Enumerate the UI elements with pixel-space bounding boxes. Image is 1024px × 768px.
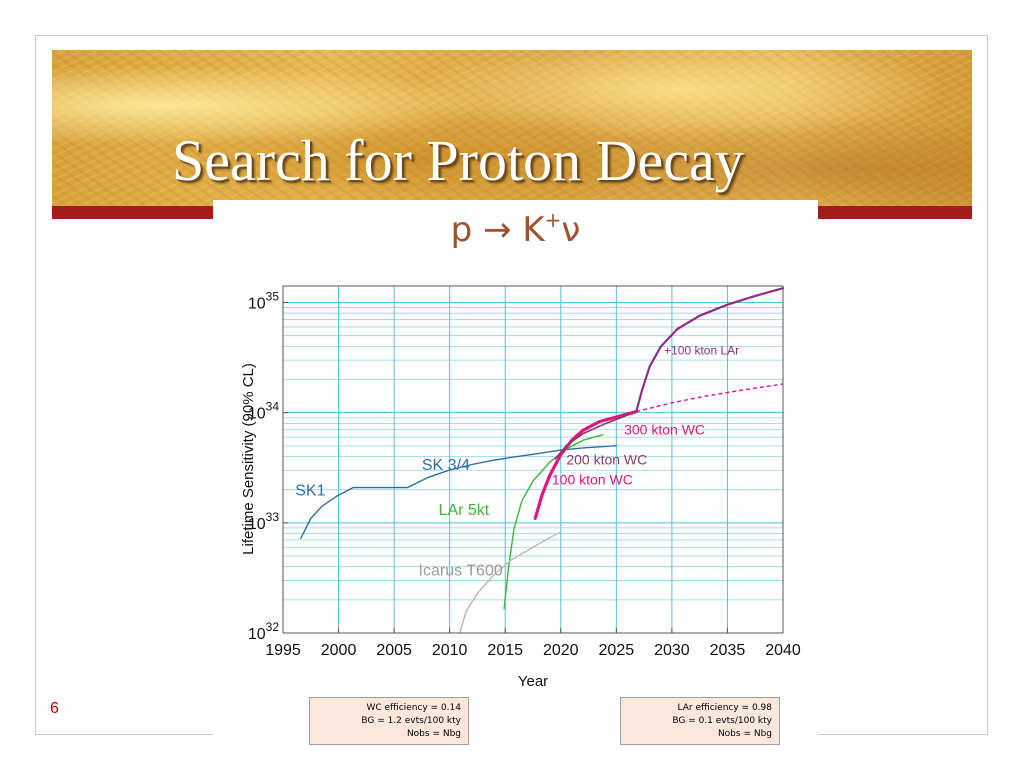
y-tick-label: 1032	[248, 620, 279, 643]
series-label-sk-3-4: SK 3/4	[422, 457, 470, 474]
series-label-sk1: SK1	[295, 482, 325, 499]
lar-efficiency-text: LAr efficiency = 0.98	[677, 703, 772, 713]
series-label-lar-5kt: LAr 5kt	[439, 502, 490, 519]
series-label-300-kton-wc: 300 kton WC	[624, 422, 705, 438]
x-tick-label: 2020	[543, 642, 579, 659]
series-line-icarus-t600	[459, 531, 562, 634]
formula-proton: p	[450, 210, 473, 250]
plot-area	[283, 286, 783, 633]
series-line-200-kton-wc	[554, 410, 638, 460]
wc-assumptions-box: WC efficiency = 0.14 BG = 1.2 evts/100 k…	[309, 697, 469, 745]
decay-formula: p → K+ν	[213, 210, 818, 250]
x-tick-label: 1995	[265, 642, 301, 659]
series-label-100-kton-wc: 100 kton WC	[552, 471, 633, 487]
wc-background-text: BG = 1.2 evts/100 kty	[361, 716, 461, 726]
lar-assumptions-box: LAr efficiency = 0.98 BG = 0.1 evts/100 …	[620, 697, 780, 745]
formula-kaon: K	[522, 210, 545, 250]
y-tick-label: 1033	[248, 510, 279, 533]
y-axis-label: Lifetime Sensitivity (90% CL)	[240, 363, 257, 555]
page-number: 6	[50, 700, 59, 717]
x-tick-label: 2010	[432, 642, 468, 659]
series-layer	[300, 287, 785, 634]
title-banner-texture	[52, 50, 972, 208]
x-tick-label: 2000	[321, 642, 357, 659]
wc-efficiency-text: WC efficiency = 0.14	[366, 703, 461, 713]
series-label-icarus-t600: Icarus T600	[419, 563, 503, 580]
x-tick-label: 2005	[376, 642, 412, 659]
x-tick-label: 2025	[599, 642, 635, 659]
slide-title: Search for Proton Decay	[172, 128, 744, 193]
series-line-100-kton-lar	[635, 287, 785, 413]
lifetime-sensitivity-chart: 1995 2000 2005 2010 2015 2020 2025 2030 2035 2040…	[240, 285, 801, 690]
y-axis-ticks: 1032 1033 1034 1035	[248, 290, 288, 643]
x-tick-label: 2015	[487, 642, 523, 659]
lar-background-text: BG = 0.1 evts/100 kty	[672, 716, 772, 726]
y-tick-label: 1035	[248, 290, 279, 313]
x-tick-label: 2035	[710, 642, 746, 659]
lar-nobs-text: Nobs = Nbg	[717, 729, 772, 739]
y-tick-label: 1034	[248, 400, 279, 423]
series-line-lar-5kt	[503, 434, 604, 610]
plot-frame	[282, 285, 784, 634]
minor-gridlines	[283, 307, 783, 601]
wc-nobs-text: Nobs = Nbg	[406, 729, 461, 739]
x-axis-ticks: 1995 2000 2005 2010 2015 2020 2025 2030 2035 2040	[265, 628, 801, 659]
x-tick-label: 2030	[654, 642, 690, 659]
series-label-200-kton-wc: 200 kton WC	[566, 451, 647, 467]
series-labels: SK1 SK 3/4 LAr 5kt Icarus T600 100 kton WC 20…	[295, 343, 739, 579]
formula-neutrino: ν	[561, 210, 581, 250]
formula-kaon-charge: +	[544, 208, 562, 232]
figure-panel: p → K+ν 1995 2000 2005 2010 2015 2020 2025 2030…	[213, 200, 818, 768]
x-tick-label: 2040	[765, 642, 801, 659]
series-line-sk-3-4	[406, 445, 617, 489]
series-line-100-kton-wc	[533, 410, 638, 520]
series-line-300-kton-wc	[636, 383, 784, 413]
x-axis-label: Year	[518, 673, 548, 690]
series-line-sk1	[300, 486, 409, 539]
series-label-100-kton-lar: +100 kton LAr	[664, 343, 739, 357]
formula-arrow: →	[483, 210, 512, 250]
